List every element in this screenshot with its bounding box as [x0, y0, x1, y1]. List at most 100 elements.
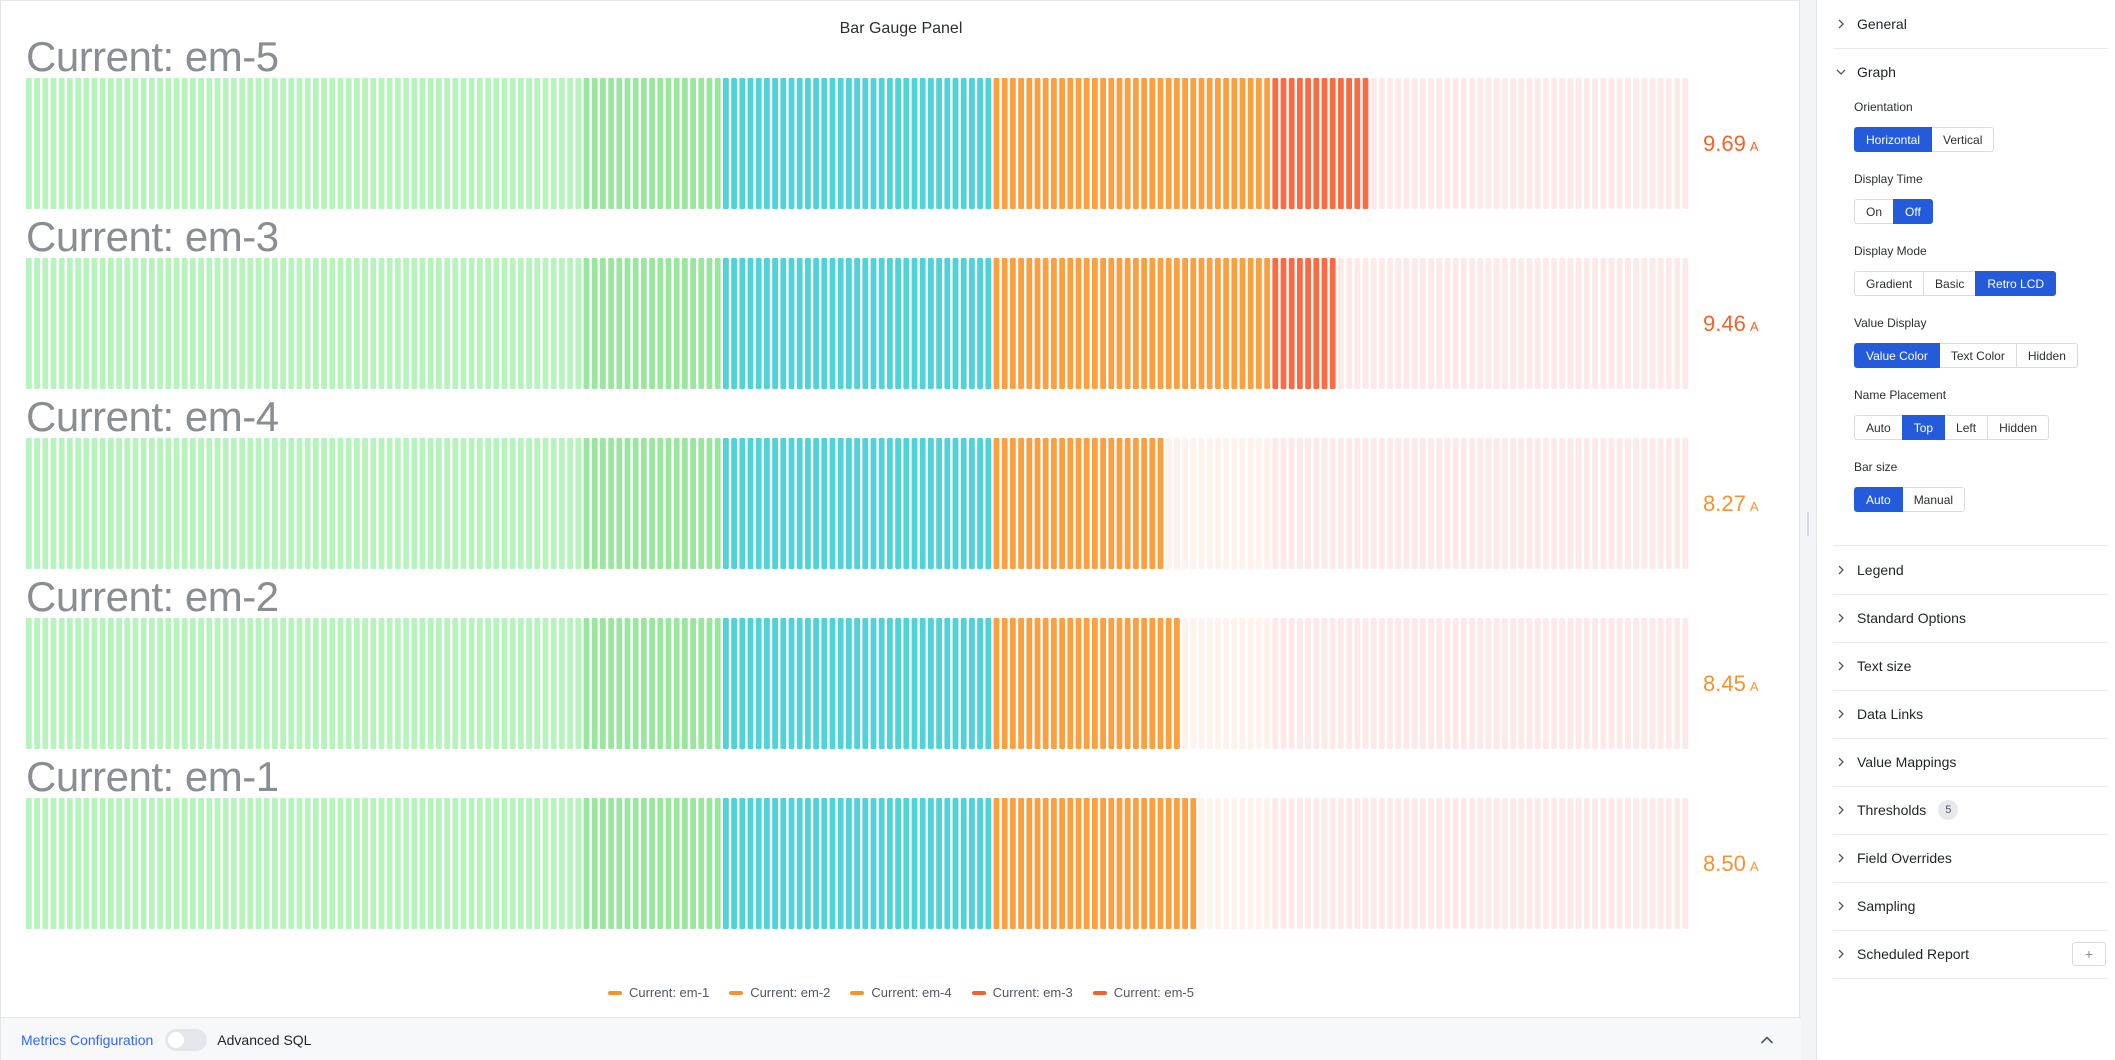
lcd-segment-filled: [559, 798, 565, 929]
legend-item[interactable]: Current: em-1: [607, 985, 709, 1000]
display-mode-label: Display Mode: [1854, 244, 1927, 258]
lcd-segment-filled: [928, 258, 934, 389]
lcd-segment-filled: [99, 78, 106, 209]
lcd-segment-filled: [1026, 258, 1033, 389]
lcd-segment-empty: [1321, 438, 1328, 569]
lcd-segment-filled: [296, 438, 303, 569]
lcd-segment-filled: [181, 78, 188, 209]
lcd-segment-filled: [296, 798, 303, 929]
name-placement-hidden-button[interactable]: Hidden: [1987, 415, 2050, 440]
bar-size-auto-button[interactable]: Auto: [1854, 487, 1903, 512]
name-placement-auto-button[interactable]: Auto: [1854, 415, 1903, 440]
section-data-links[interactable]: Data Links: [1833, 690, 2108, 739]
section-thresholds[interactable]: Thresholds 5: [1833, 786, 2108, 835]
legend-item[interactable]: Current: em-3: [971, 985, 1073, 1000]
lcd-segment-empty: [1256, 798, 1262, 929]
lcd-segment-filled: [1018, 438, 1024, 569]
lcd-segment-empty: [1198, 438, 1205, 569]
lcd-segment-filled: [1223, 258, 1229, 389]
section-legend[interactable]: Legend: [1833, 546, 2108, 595]
name-placement-left-button[interactable]: Left: [1944, 415, 1989, 440]
value-display-text-color-button[interactable]: Text Color: [1938, 343, 2017, 368]
lcd-segment-filled: [304, 618, 311, 749]
lcd-segment-filled: [116, 258, 122, 389]
lcd-segment-empty: [1567, 618, 1574, 749]
lcd-segment-filled: [911, 618, 918, 749]
lcd-segment-empty: [1493, 438, 1500, 569]
lcd-segment-filled: [673, 798, 680, 929]
lcd-segment-filled: [509, 258, 516, 389]
lcd-segment-filled: [1075, 258, 1082, 389]
lcd-segment-empty: [1502, 258, 1508, 389]
lcd-segment-empty: [1190, 618, 1197, 749]
advanced-sql-toggle[interactable]: [165, 1028, 208, 1051]
lcd-segment-filled: [542, 798, 549, 929]
gauge-bar-4: [26, 618, 1689, 749]
section-sampling[interactable]: Sampling: [1833, 882, 2108, 931]
value-display-value-color-button[interactable]: Value Color: [1854, 343, 1940, 368]
section-standard-options[interactable]: Standard Options: [1833, 594, 2108, 643]
lcd-segment-filled: [157, 258, 163, 389]
lcd-segment-filled: [1157, 438, 1164, 569]
lcd-segment-filled: [26, 258, 32, 389]
lcd-segment-filled: [1256, 258, 1262, 389]
display-mode-basic-button[interactable]: Basic: [1923, 271, 1977, 296]
lcd-segment-filled: [682, 258, 688, 389]
chevron-up-icon[interactable]: [1757, 1030, 1777, 1050]
lcd-segment-empty: [1502, 618, 1508, 749]
lcd-segment-filled: [321, 258, 327, 389]
section-title: Text size: [1857, 658, 1912, 674]
lcd-segment-filled: [616, 438, 623, 569]
lcd-segment-empty: [1559, 798, 1566, 929]
section-text-size[interactable]: Text size: [1833, 642, 2108, 691]
lcd-segment-filled: [165, 78, 172, 209]
lcd-segment-filled: [600, 618, 606, 749]
lcd-segment-empty: [1469, 258, 1475, 389]
section-scheduled-report[interactable]: Scheduled Report +: [1833, 930, 2108, 979]
lcd-segment-filled: [1075, 78, 1082, 209]
lcd-segment-filled: [969, 798, 975, 929]
legend-item[interactable]: Current: em-4: [850, 985, 952, 1000]
display-time-on-button[interactable]: On: [1854, 199, 1895, 224]
section-value-mappings[interactable]: Value Mappings: [1833, 738, 2108, 787]
legend-item[interactable]: Current: em-2: [729, 985, 830, 1000]
lcd-segment-filled: [542, 618, 549, 749]
legend-item[interactable]: Current: em-5: [1092, 985, 1194, 1000]
display-time-off-button[interactable]: Off: [1893, 199, 1933, 224]
lcd-segment-filled: [378, 438, 385, 569]
lcd-segment-filled: [477, 78, 483, 209]
lcd-segment-filled: [805, 618, 811, 749]
orientation-vertical-button[interactable]: Vertical: [1931, 127, 1995, 152]
lcd-segment-empty: [1674, 258, 1680, 389]
orientation-horizontal-button[interactable]: Horizontal: [1854, 127, 1933, 152]
lcd-segment-empty: [1657, 438, 1664, 569]
lcd-segment-empty: [1657, 618, 1664, 749]
lcd-segment-empty: [1592, 438, 1598, 569]
lcd-segment-filled: [878, 618, 885, 749]
lcd-segment-filled: [616, 798, 623, 929]
section-general[interactable]: General: [1833, 0, 2108, 49]
display-mode-retro-lcd-button[interactable]: Retro LCD: [1975, 271, 2057, 296]
lcd-segment-empty: [1346, 798, 1352, 929]
legend-swatch: [729, 990, 744, 995]
lcd-segment-empty: [1526, 798, 1533, 929]
display-mode-gradient-button[interactable]: Gradient: [1854, 271, 1925, 296]
lcd-segment-filled: [624, 438, 631, 569]
lcd-segment-filled: [444, 78, 450, 209]
section-graph-header[interactable]: Graph: [1833, 48, 2108, 96]
panel-resize-handle[interactable]: [1807, 512, 1809, 536]
lcd-segment-filled: [673, 78, 680, 209]
bar-size-manual-button[interactable]: Manual: [1901, 487, 1966, 512]
lcd-segment-empty: [1428, 78, 1434, 209]
lcd-segment-filled: [1059, 618, 1065, 749]
metrics-configuration-link[interactable]: Metrics Configuration: [21, 1031, 154, 1048]
lcd-segment-empty: [1239, 618, 1246, 749]
add-scheduled-report-button[interactable]: +: [2072, 942, 2106, 966]
lcd-segment-filled: [591, 258, 598, 389]
gauge-value-number: 9.46: [1703, 311, 1746, 336]
value-display-hidden-button[interactable]: Hidden: [2015, 343, 2078, 368]
name-placement-top-button[interactable]: Top: [1901, 415, 1946, 440]
lcd-segment-filled: [222, 438, 229, 569]
legend-swatch: [1092, 990, 1107, 995]
section-field-overrides[interactable]: Field Overrides: [1833, 834, 2108, 883]
